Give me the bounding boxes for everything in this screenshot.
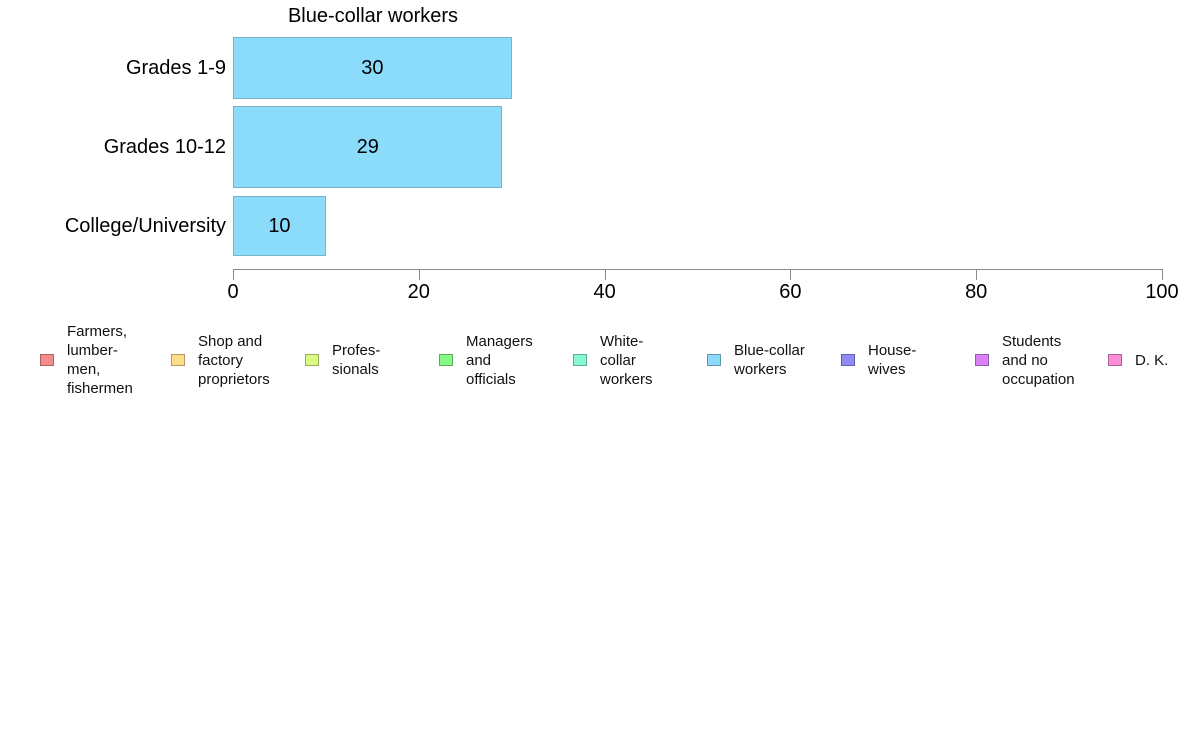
category-label: College/University — [64, 214, 226, 237]
legend-label: D. K. — [1135, 351, 1169, 369]
legend-label: White- collar workers — [600, 332, 653, 388]
legend-label: Managers and officials — [466, 332, 533, 388]
legend-item-housewives: House- wives — [841, 315, 916, 405]
legend-swatch — [439, 354, 453, 366]
legend-item-blue-collar-workers: Blue-collar workers — [707, 315, 805, 405]
legend-swatch — [305, 354, 319, 366]
legend-swatch — [40, 354, 54, 366]
x-tick-mark — [604, 269, 606, 280]
legend-swatch — [841, 354, 855, 366]
x-tick-label: 80 — [965, 281, 988, 303]
x-tick-mark — [1162, 269, 1163, 280]
bar-grades-1-9: 30 — [233, 37, 512, 99]
legend-item-students-and-no-occupation: Students and no occupation — [975, 315, 1075, 405]
legend-item-managers-and-officials: Managers and officials — [439, 315, 533, 405]
x-tick-mark — [233, 269, 234, 280]
category-label: Grades 10-12 — [103, 135, 226, 158]
bar-grades-10-12: 29 — [233, 106, 503, 188]
legend-item-white-collar-workers: White- collar workers — [573, 315, 653, 405]
legend-swatch — [1108, 354, 1122, 366]
legend-label: Shop and factory proprietors — [198, 332, 270, 388]
legend-label: House- wives — [868, 342, 917, 378]
x-tick-label: 0 — [227, 281, 239, 303]
x-axis-line — [233, 269, 1163, 270]
x-tick-label: 60 — [779, 281, 802, 303]
x-tick-mark — [976, 269, 978, 280]
x-tick-label: 100 — [1145, 281, 1179, 303]
bar-value-label: 10 — [268, 214, 291, 237]
legend-label: Farmers, lumber- men, fishermen — [67, 323, 133, 397]
x-tick-mark — [790, 269, 792, 280]
legend-item-professionals: Profes- sionals — [305, 315, 380, 405]
legend-swatch — [171, 354, 185, 366]
chart-title: Blue-collar workers — [287, 5, 459, 27]
bar-value-label: 30 — [361, 56, 384, 79]
x-tick-mark — [418, 269, 420, 280]
bar-college-university: 10 — [233, 196, 326, 256]
legend-item-shop-and-factory-proprietors: Shop and factory proprietors — [171, 315, 270, 405]
x-tick-label: 40 — [593, 281, 616, 303]
legend-label: Students and no occupation — [1002, 332, 1075, 388]
category-label: Grades 1-9 — [125, 56, 226, 79]
x-tick-label: 20 — [407, 281, 430, 303]
legend-swatch — [573, 354, 587, 366]
legend-label: Profes- sionals — [332, 342, 381, 378]
legend-item-farmers-lumbermen-fishermen: Farmers, lumber- men, fishermen — [40, 315, 133, 405]
bar-value-label: 29 — [356, 135, 379, 158]
legend-item-dk: D. K. — [1108, 315, 1168, 405]
legend-label: Blue-collar workers — [734, 342, 805, 378]
legend-swatch — [975, 354, 989, 366]
legend-swatch — [707, 354, 721, 366]
